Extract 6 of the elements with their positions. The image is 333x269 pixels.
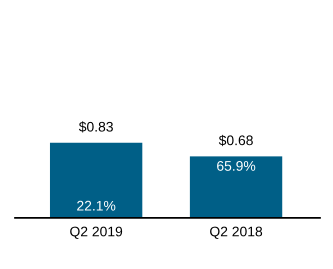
annotation: 22.1% [77, 200, 116, 211]
x-tick-label: Q2 2018 [210, 226, 262, 239]
annotation: 65.9% [217, 160, 256, 171]
data-label: $0.83 [78, 121, 113, 133]
x-tick-label: Q2 2019 [70, 226, 122, 239]
data-label: $0.68 [218, 134, 253, 146]
